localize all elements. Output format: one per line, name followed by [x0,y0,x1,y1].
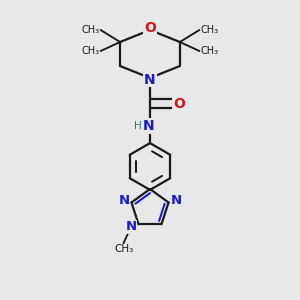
Text: CH₃: CH₃ [114,244,133,254]
Text: N: N [125,220,136,233]
Text: N: N [170,194,182,208]
Text: N: N [118,194,130,208]
Text: O: O [173,97,185,110]
Text: N: N [144,73,156,86]
Text: N: N [143,119,154,133]
Text: CH₃: CH₃ [82,25,100,35]
Text: CH₃: CH₃ [200,25,218,35]
Text: H: H [134,121,142,131]
Text: CH₃: CH₃ [200,46,218,56]
Text: CH₃: CH₃ [82,46,100,56]
Text: O: O [144,22,156,35]
